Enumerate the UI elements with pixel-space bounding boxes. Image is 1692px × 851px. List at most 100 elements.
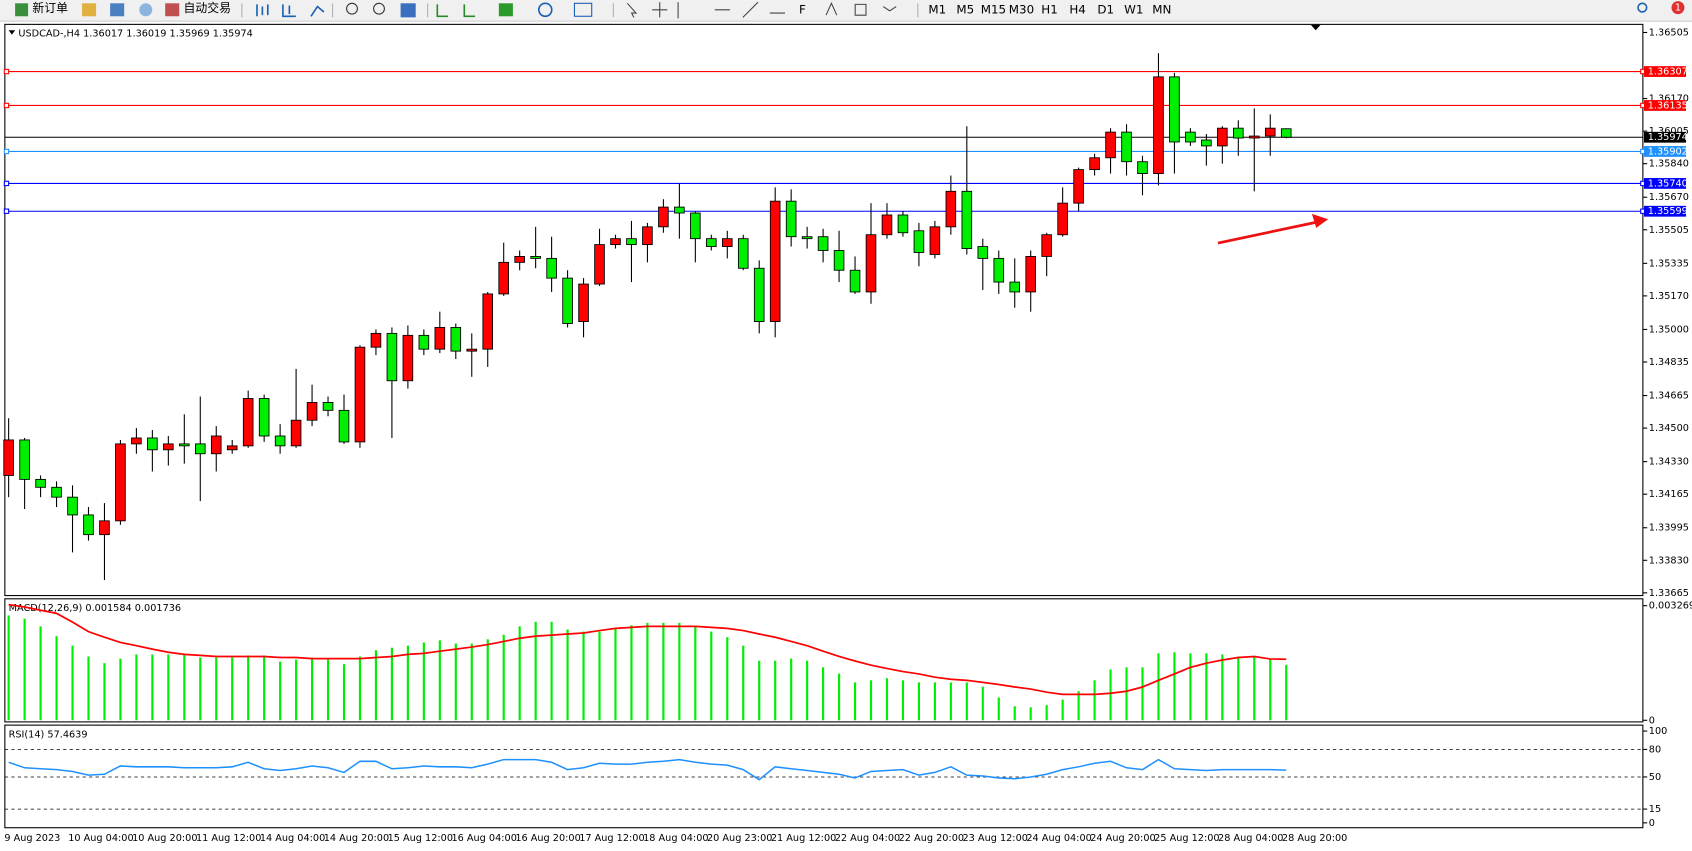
candle-body bbox=[1089, 157, 1100, 171]
candle-body bbox=[530, 255, 541, 259]
candle-body bbox=[466, 348, 478, 352]
candle-body bbox=[865, 234, 877, 293]
plot-layer: 1.36505 1.36170 1.36005 1.35840 1.35670 1.355… bbox=[3, 27, 1692, 844]
notification-count: 1 bbox=[1675, 3, 1681, 14]
annotation-arrow bbox=[1217, 221, 1316, 245]
timeframe-button[interactable]: D1 bbox=[1097, 2, 1114, 16]
candle-body bbox=[1153, 76, 1164, 174]
tile-icon[interactable] bbox=[400, 3, 416, 18]
auto-trading-button[interactable]: 自动交易 bbox=[184, 1, 231, 15]
macd-bar bbox=[342, 664, 346, 721]
y-tick-label: 15 bbox=[1649, 804, 1661, 815]
x-tick-label: 17 Aug 12:00 bbox=[579, 833, 644, 844]
y-tick-label: 1.36005 bbox=[1649, 126, 1689, 137]
timeframe-button[interactable]: H1 bbox=[1041, 2, 1057, 16]
y-tick-label: 1.33995 bbox=[1649, 523, 1689, 534]
macd-bar bbox=[566, 629, 569, 721]
x-tick-label: 15 Aug 12:00 bbox=[388, 833, 453, 844]
macd-bar bbox=[470, 643, 473, 721]
y-tick-label: 0.003269 bbox=[1649, 601, 1692, 612]
macd-bar bbox=[630, 625, 633, 721]
macd-bar bbox=[694, 626, 697, 721]
tool-icon[interactable] bbox=[139, 3, 153, 17]
x-tick-label: 14 Aug 20:00 bbox=[324, 833, 389, 844]
macd-bar bbox=[374, 650, 378, 721]
macd-bar bbox=[869, 680, 873, 721]
macd-bar bbox=[1141, 667, 1144, 721]
chart-header: USDCAD-,H4 1.36017 1.36019 1.35969 1.359… bbox=[18, 29, 253, 40]
macd-bar bbox=[710, 631, 713, 721]
x-tick-label: 21 Aug 12:00 bbox=[771, 833, 836, 844]
macd-bar bbox=[231, 657, 234, 721]
template-icon[interactable] bbox=[573, 2, 593, 17]
candle-body bbox=[1057, 202, 1068, 236]
candle-body bbox=[993, 257, 1005, 283]
price-level-label-bg bbox=[1643, 66, 1687, 77]
candle-body bbox=[418, 334, 430, 350]
x-tick-label: 22 Aug 20:00 bbox=[899, 833, 964, 844]
candle-body bbox=[817, 236, 829, 251]
search-icon[interactable] bbox=[1637, 2, 1648, 13]
macd-bar bbox=[1221, 654, 1224, 721]
indicators-icon[interactable] bbox=[498, 3, 513, 17]
candle-body bbox=[163, 443, 174, 451]
y-tick-label: 1.34665 bbox=[1649, 391, 1689, 402]
candle-body bbox=[67, 496, 78, 516]
macd-bar bbox=[933, 682, 936, 721]
timeframe-button[interactable]: M30 bbox=[1009, 2, 1034, 16]
drawing-tools[interactable] bbox=[626, 1, 897, 19]
candle-body bbox=[881, 214, 893, 236]
zoom-in-icon[interactable] bbox=[346, 2, 358, 15]
candle-body bbox=[322, 402, 334, 411]
macd-bar bbox=[726, 637, 729, 721]
new-order-icon[interactable] bbox=[15, 3, 29, 17]
macd-bar bbox=[758, 660, 761, 721]
scroll-icons[interactable] bbox=[436, 4, 476, 18]
auto-trading-icon[interactable] bbox=[165, 3, 180, 17]
x-tick-label: 24 Aug 20:00 bbox=[1090, 833, 1155, 844]
y-tick-label: 100 bbox=[1649, 726, 1668, 737]
y-tick-label: 1.35505 bbox=[1649, 225, 1689, 236]
price-level-label-bg bbox=[1643, 205, 1687, 217]
tool-icon[interactable] bbox=[110, 3, 125, 17]
timeframe-button[interactable]: MN bbox=[1152, 2, 1171, 16]
candle-body bbox=[1137, 161, 1148, 174]
macd-bar bbox=[279, 661, 282, 721]
price-level-handle bbox=[3, 208, 10, 214]
rsi-line bbox=[8, 758, 1287, 781]
notification-badge[interactable] bbox=[1671, 1, 1685, 15]
fibo-icon[interactable]: F bbox=[799, 2, 806, 16]
candle-body bbox=[769, 200, 781, 322]
timeframe-bar: M1 M5 M15 M30 H1 H4 D1 W1 MN bbox=[928, 2, 1171, 16]
timeframe-button[interactable]: H4 bbox=[1069, 2, 1085, 16]
macd-bar bbox=[390, 647, 393, 721]
bid-line-label-bg bbox=[1643, 131, 1687, 143]
timeframe-button[interactable]: W1 bbox=[1124, 2, 1143, 16]
candle-body bbox=[258, 398, 270, 437]
macd-bar bbox=[582, 631, 585, 721]
candle-body bbox=[1105, 131, 1116, 159]
macd-bar bbox=[997, 697, 1000, 721]
timeframe-button[interactable]: M5 bbox=[956, 2, 974, 16]
symbol-menu-marker[interactable] bbox=[8, 30, 16, 35]
macd-bar bbox=[263, 655, 266, 721]
macd-bar bbox=[1157, 653, 1160, 721]
candle-body bbox=[450, 327, 462, 352]
tool-icon[interactable] bbox=[82, 3, 97, 17]
macd-bar bbox=[1077, 691, 1080, 721]
macd-bar bbox=[1285, 664, 1288, 721]
timeframe-button[interactable]: M15 bbox=[981, 2, 1006, 16]
period-icon[interactable] bbox=[537, 2, 553, 18]
macd-bar bbox=[167, 654, 170, 721]
macd-bar bbox=[183, 654, 186, 721]
chart-type-icons[interactable] bbox=[256, 4, 325, 18]
timeframe-button[interactable]: M1 bbox=[928, 2, 946, 16]
macd-bar bbox=[39, 626, 42, 721]
zoom-out-icon[interactable] bbox=[373, 2, 385, 15]
macd-bar bbox=[247, 655, 250, 721]
candle-body bbox=[562, 277, 573, 324]
x-tick-label: 11 Aug 12:00 bbox=[196, 833, 261, 844]
candle-body bbox=[482, 293, 494, 350]
price-level-label: 1.35740 bbox=[1648, 178, 1688, 189]
new-order-button[interactable]: 新订单 bbox=[32, 1, 68, 15]
